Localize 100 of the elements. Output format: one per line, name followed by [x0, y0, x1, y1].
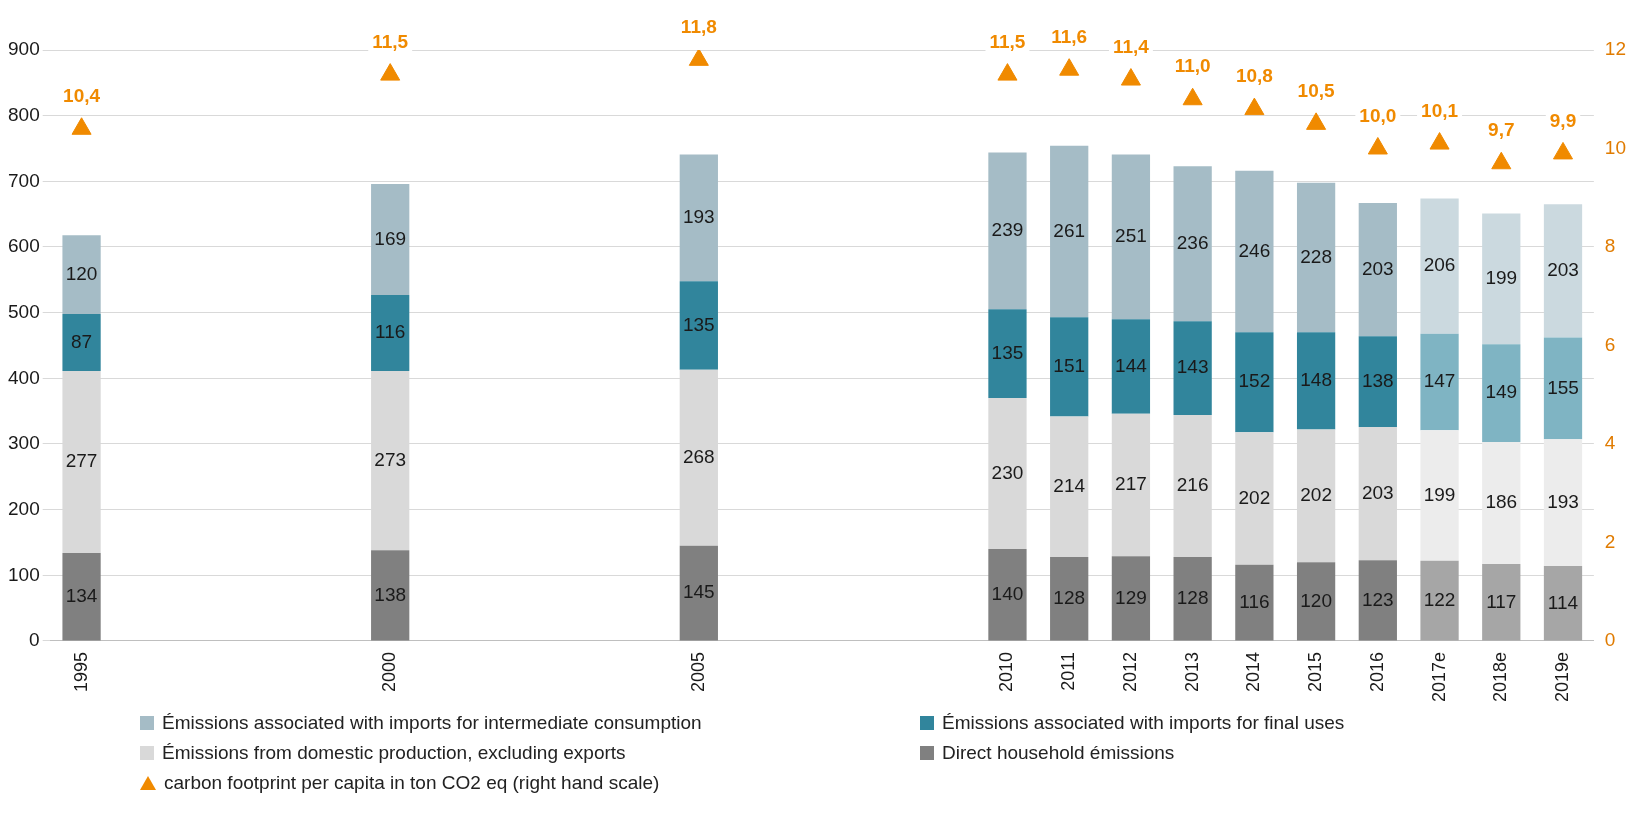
data-label: 151 — [1053, 355, 1086, 377]
bar — [1111, 154, 1151, 320]
y-tick-label: 0 — [29, 629, 40, 651]
data-label: 117 — [1486, 590, 1517, 612]
y-tick-label: 800 — [8, 103, 40, 125]
data-label: 116 — [1239, 590, 1270, 612]
data-label: 87 — [70, 330, 93, 352]
data-label: 202 — [1238, 486, 1271, 508]
bar — [679, 281, 718, 370]
legend-label: Émissions associated with imports for final uses — [942, 712, 1345, 734]
data-label: 135 — [682, 313, 715, 335]
data-label: 193 — [1547, 490, 1579, 512]
data-label: 261 — [1053, 219, 1086, 241]
data-label: 217 — [1115, 473, 1147, 495]
bar — [988, 549, 1027, 641]
point — [1429, 132, 1450, 150]
data-label: 239 — [991, 219, 1024, 241]
bar — [371, 550, 410, 641]
data-label: 203 — [1361, 481, 1394, 503]
data-label: 128 — [1053, 586, 1086, 608]
bar — [1296, 182, 1336, 333]
y-tick-label: 600 — [8, 235, 40, 257]
bar — [1420, 560, 1459, 641]
y2-tick-label: 12 — [1604, 38, 1627, 60]
x-tick-label: 1995 — [70, 651, 91, 692]
data-label: 193 — [682, 206, 715, 227]
bar — [1173, 166, 1212, 322]
bar — [62, 552, 101, 641]
data-label: 155 — [1547, 376, 1579, 398]
bar — [371, 294, 410, 372]
x-tick-label: 2015 — [1305, 651, 1326, 692]
bar — [1358, 202, 1397, 337]
x-tick-label: 2016 — [1366, 651, 1387, 692]
data-label: 138 — [1361, 369, 1394, 391]
bar — [1482, 564, 1521, 641]
point — [1182, 87, 1203, 106]
data-label: 120 — [1300, 589, 1332, 611]
legend-label: Émissions associated with imports for intermediate consumption — [162, 712, 702, 734]
data-label: 203 — [1361, 257, 1394, 279]
y-tick-label: 100 — [8, 563, 40, 585]
data-label: 11,6 — [1051, 25, 1088, 47]
data-label: 277 — [65, 450, 98, 472]
data-label: 199 — [1423, 483, 1456, 505]
legend-label: Direct household émissions — [942, 742, 1175, 764]
point — [997, 63, 1018, 81]
point — [1491, 151, 1512, 170]
data-label: 11,8 — [680, 16, 717, 38]
data-label: 11,0 — [1174, 55, 1211, 77]
y2-tick-label: 10 — [1604, 136, 1627, 158]
data-label: 138 — [374, 583, 407, 605]
bar — [988, 309, 1027, 398]
data-label: 116 — [375, 321, 406, 343]
point — [1059, 58, 1080, 76]
data-label: 152 — [1238, 370, 1271, 392]
data-label: 122 — [1423, 588, 1456, 610]
bar — [679, 154, 718, 282]
y-tick-label: 900 — [8, 38, 40, 60]
data-label: 230 — [991, 461, 1024, 483]
bar — [1543, 337, 1583, 440]
bar — [1543, 566, 1583, 641]
data-label: 10,0 — [1359, 104, 1397, 126]
data-label: 206 — [1423, 254, 1456, 276]
data-label: 199 — [1485, 267, 1518, 289]
data-label: 11,4 — [1112, 35, 1150, 57]
y-tick-label: 400 — [8, 366, 40, 388]
bar — [1050, 145, 1089, 318]
data-label: 114 — [1547, 591, 1579, 613]
data-label: 11,5 — [372, 30, 409, 52]
data-label: 147 — [1423, 370, 1456, 392]
data-label: 123 — [1361, 588, 1394, 610]
bar — [1420, 430, 1459, 561]
bar — [1050, 556, 1089, 641]
bar — [1482, 213, 1521, 345]
data-label: 273 — [374, 448, 407, 470]
data-label: 10,1 — [1421, 99, 1459, 121]
x-tick-label: 2019e — [1551, 651, 1572, 703]
x-tick-label: 2014 — [1243, 651, 1264, 692]
bar — [1173, 556, 1212, 641]
y-tick-label: 200 — [8, 497, 40, 519]
data-label: 11,5 — [989, 30, 1026, 52]
data-label: 143 — [1176, 356, 1209, 378]
y-tick-label: 700 — [8, 169, 40, 191]
bar — [988, 152, 1027, 310]
y-tick-label: 300 — [8, 432, 40, 454]
point — [1306, 112, 1327, 130]
x-tick-label: 2018e — [1490, 651, 1511, 703]
data-label: 135 — [991, 341, 1024, 363]
data-label: 236 — [1176, 231, 1209, 253]
y2-tick-label: 6 — [1604, 333, 1616, 355]
bar — [1296, 562, 1336, 641]
y2-tick-label: 8 — [1604, 235, 1616, 257]
data-label: 202 — [1300, 484, 1332, 506]
data-label: 169 — [374, 227, 407, 249]
point — [380, 63, 401, 81]
data-label: 216 — [1176, 474, 1209, 496]
data-label: 203 — [1547, 259, 1579, 281]
bar — [1050, 317, 1089, 417]
data-label: 140 — [991, 582, 1024, 604]
bar — [1358, 336, 1397, 427]
data-label: 145 — [682, 581, 715, 603]
